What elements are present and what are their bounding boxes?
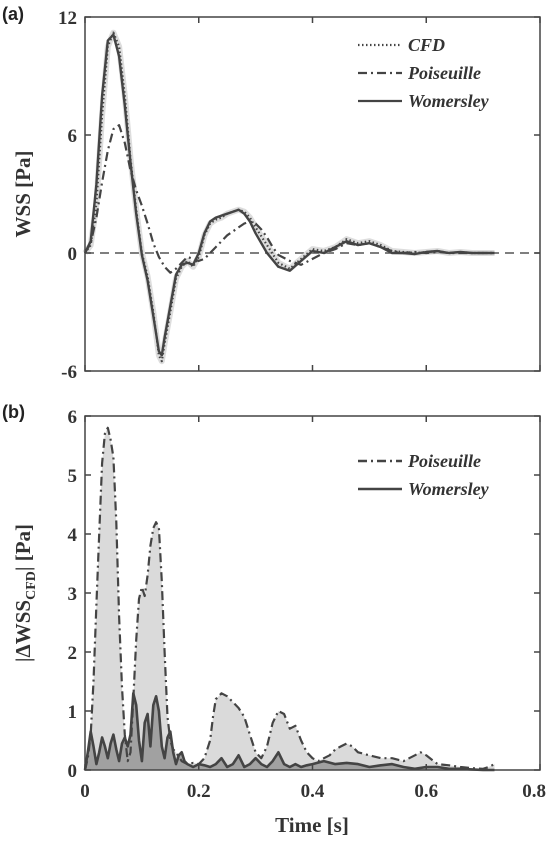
panel-b-x-axis-label: Time [s] [275,813,349,837]
panel-b-y-tick-label: 6 [68,407,78,428]
panel-b-ylabel-suffix: | [Pa] [11,524,35,571]
series-poiseuille-line [84,124,495,274]
panel-a: (a) -6 0 6 12 WSS [Pa] CFD Poiseuille Womersl… [2,4,541,383]
legend-cfd-label: CFD [408,35,445,55]
panel-b-x-tick-label: 0.8 [522,781,546,802]
panel-a-y-tick-label: -6 [61,362,77,383]
panel-b-label: (b) [2,402,25,422]
legend-womersley-label: Womersley [408,91,490,111]
panel-b-y-tick-label: 5 [68,466,78,487]
legend-b-poiseuille-label: Poiseuille [407,451,481,471]
panel-b-ticks: 0 1 2 3 4 5 6 0 0.2 0.4 0.6 0.8 [68,407,547,802]
panel-b-ylabel-subscript: CFD [24,571,39,600]
series-womersley-area [85,693,495,770]
panel-b-y-tick-label: 0 [68,761,78,782]
panel-b-x-tick-label: 0.2 [187,781,211,802]
panel-a-y-tick-label: 6 [68,126,78,147]
legend-poiseuille-label: Poiseuille [407,63,481,83]
panel-a-y-tick-label: 0 [68,244,78,265]
panel-a-legend: CFD Poiseuille Womersley [358,35,490,111]
panel-b-y-tick-label: 3 [68,584,78,605]
panel-a-series [82,29,495,365]
panel-a-label: (a) [2,4,24,24]
panel-b-y-axis-label: |ΔWSSCFD| [Pa] [11,524,39,662]
series-womersley-line [83,33,495,357]
panel-a-y-tick-label: 12 [58,8,77,29]
panel-b-y-tick-label: 2 [68,643,78,664]
panel-b-legend: Poiseuille Womersley [358,451,490,499]
panel-b-series [83,426,495,772]
series-womersley-line [83,692,495,772]
panel-b-y-tick-label: 1 [68,702,78,723]
legend-b-womersley-label: Womersley [408,479,490,499]
series-poiseuille-line [83,426,495,771]
panel-b-x-tick-label: 0 [80,781,90,802]
panel-b-x-tick-label: 0.6 [414,781,438,802]
panel-b-ylabel-main: |ΔWSS [11,600,35,662]
panel-b-x-tick-label: 0.4 [301,781,325,802]
panel-a-ticks: -6 0 6 12 [58,8,541,383]
panel-a-y-axis-label: WSS [Pa] [11,151,35,238]
panel-b-y-tick-label: 4 [68,525,78,546]
